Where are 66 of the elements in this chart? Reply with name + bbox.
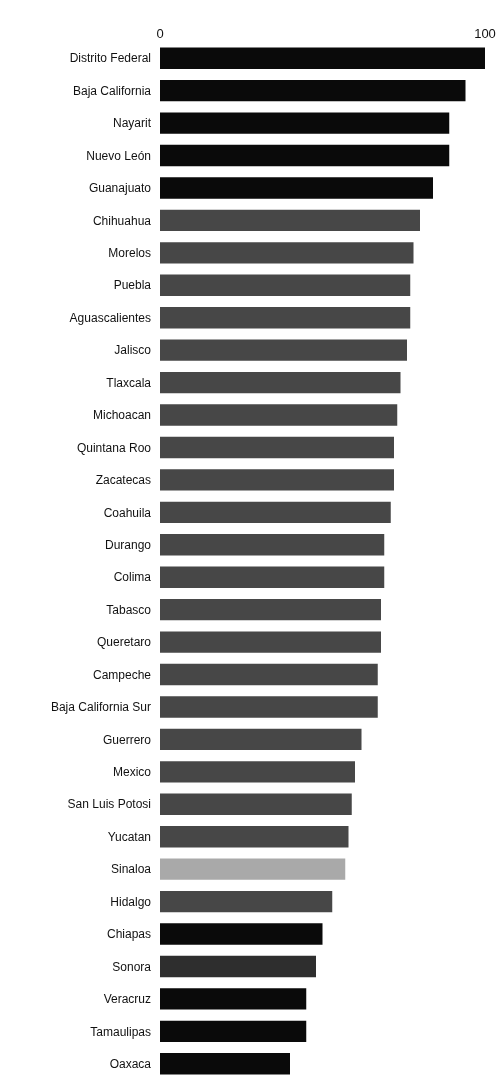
bar [160, 598, 381, 621]
bar [160, 274, 411, 296]
bar [160, 923, 323, 945]
bar [160, 47, 485, 69]
bar [160, 663, 378, 686]
y-tick-label: Tlaxcala [106, 375, 152, 390]
bar [160, 501, 391, 524]
y-tick-label: Tamaulipas [90, 1024, 151, 1039]
bar [160, 436, 394, 459]
bar [160, 79, 466, 102]
y-tick-label: Campeche [92, 667, 152, 682]
y-tick-label: Sonora [112, 959, 152, 974]
y-tick-label: Jalisco [114, 343, 152, 358]
bar [160, 371, 401, 394]
bar [160, 1020, 307, 1043]
y-tick-label: Nuevo León [86, 148, 151, 163]
y-tick-label: Chiapas [106, 927, 151, 942]
y-tick-label: Baja California Sur [50, 700, 151, 715]
y-tick-label: Sinaloa [110, 862, 152, 877]
bar [160, 469, 394, 491]
bar [160, 339, 407, 361]
y-tick-label: Durango [104, 537, 152, 552]
y-tick-label: Hidalgo [110, 894, 152, 909]
bar [160, 566, 385, 588]
y-tick-label: Michoacan [92, 408, 151, 423]
y-tick-label: Colima [113, 570, 152, 585]
bar [160, 826, 349, 848]
y-tick-label: Guanajuato [88, 181, 152, 196]
bar [160, 858, 346, 880]
bar [160, 209, 420, 232]
y-tick-label: Guerrero [102, 732, 152, 747]
y-tick-label: Mexico [112, 765, 152, 780]
bar [160, 955, 316, 978]
y-tick-label: Tabasco [106, 602, 152, 617]
bar [160, 890, 333, 913]
bar [160, 534, 385, 556]
y-tick-label: Oaxaca [109, 1056, 152, 1071]
bar [160, 242, 414, 264]
bar [160, 307, 411, 329]
y-tick-label: Queretaro [96, 635, 152, 650]
bar [160, 988, 307, 1010]
y-tick-label: Puebla [113, 278, 152, 293]
bar [160, 177, 433, 199]
x-tick-label: 100 [474, 26, 496, 42]
y-tick-label: Zacatecas [95, 473, 151, 488]
bar [160, 761, 355, 783]
x-tick-label: 0 [156, 26, 164, 42]
y-tick-label: San Luis Potosi [67, 797, 151, 812]
y-tick-label: Veracruz [103, 992, 151, 1007]
y-tick-label: Distrito Federal [69, 51, 151, 66]
bar [160, 793, 352, 815]
bar [160, 728, 362, 751]
bar [160, 1053, 290, 1075]
y-tick-label: Aguascalientes [69, 310, 151, 325]
bar [160, 404, 398, 426]
y-tick-label: Nayarit [112, 116, 152, 131]
bar [160, 144, 450, 167]
y-tick-label: Yucatan [107, 829, 151, 844]
y-tick-label: Coahuila [103, 505, 152, 520]
y-tick-label: Morelos [108, 246, 151, 261]
bar [160, 696, 378, 718]
y-tick-label: Chihuahua [92, 213, 152, 228]
bar [160, 112, 450, 134]
y-tick-label: Baja California [72, 83, 152, 98]
bar [160, 631, 381, 653]
y-tick-label: Quintana Roo [76, 440, 152, 455]
